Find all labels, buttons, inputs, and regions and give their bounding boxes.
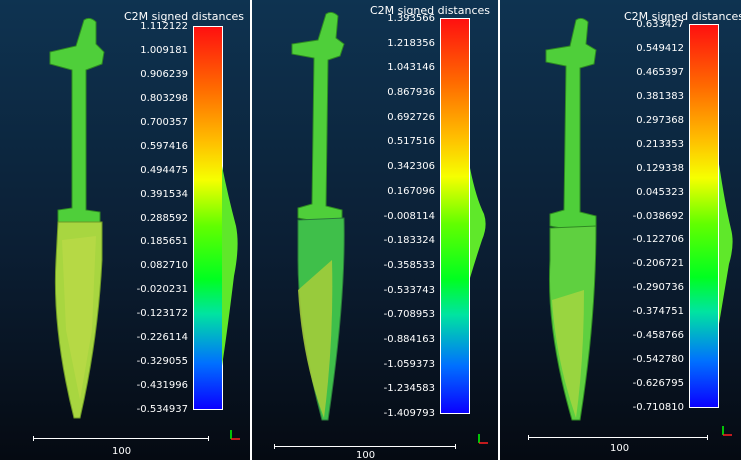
tick-label: 0.213353	[636, 138, 684, 150]
tick-label: 1.393566	[387, 13, 435, 24]
tick-label: -0.008114	[383, 210, 435, 222]
tick-label: -0.290736	[632, 282, 684, 294]
tick-label: -0.458766	[632, 330, 684, 342]
tick-label: 0.465397	[636, 66, 684, 78]
tick-label: 0.297368	[636, 114, 684, 126]
tick-label: -0.122706	[632, 234, 684, 246]
tick-label: -0.206721	[632, 258, 684, 270]
tick-label: -0.534937	[136, 404, 188, 415]
view-panel-3[interactable]: C2M signed distances 0.633427 0.549412 0.4…	[500, 0, 741, 460]
tick-label: -0.626795	[632, 378, 684, 390]
tick-label: -0.038692	[632, 210, 684, 222]
dagger-model-1	[49, 17, 105, 419]
tick-label: -1.234583	[383, 383, 435, 395]
tick-label: 1.112122	[140, 21, 188, 32]
tick-label: -0.358533	[383, 259, 435, 271]
tick-label: 0.185651	[140, 236, 188, 248]
axis-icon	[722, 426, 732, 436]
colorbar	[689, 24, 719, 408]
histogram	[719, 164, 733, 324]
tick-label: -0.020231	[136, 284, 188, 296]
histogram	[470, 168, 486, 278]
tick-label: 0.167096	[387, 185, 435, 197]
scale-bar	[274, 446, 456, 447]
tick-label: 0.045323	[636, 186, 684, 198]
colorbar	[193, 26, 223, 410]
tick-label: -0.533743	[383, 284, 435, 296]
colorbar	[440, 18, 470, 414]
tick-label: -1.059373	[383, 358, 435, 370]
histogram	[222, 166, 238, 366]
scale-label: 100	[112, 446, 132, 457]
scale-label: 100	[610, 443, 630, 454]
tick-label: 1.218356	[387, 37, 435, 49]
tick-label: 0.342306	[387, 161, 435, 173]
tick-label: 1.043146	[387, 62, 435, 74]
tick-label: -0.708953	[383, 309, 435, 321]
tick-label: 0.082710	[140, 260, 188, 272]
tick-label: 0.549412	[636, 42, 684, 54]
tick-label: 0.803298	[140, 92, 188, 104]
colorbar-title: C2M signed distances	[624, 10, 741, 23]
colorbar-title: C2M signed distances	[370, 4, 490, 17]
tick-label: 0.288592	[140, 212, 188, 224]
tick-label: 0.692726	[387, 111, 435, 123]
tick-label: -0.710810	[632, 402, 684, 413]
view-panel-1[interactable]: C2M signed distances 1.112122 1.009181 0.9…	[0, 0, 250, 460]
colorbar-title: C2M signed distances	[124, 10, 244, 23]
tick-label: 0.867936	[387, 87, 435, 99]
scale-label: 100	[356, 450, 376, 460]
tick-label: -1.409793	[383, 408, 435, 419]
dagger-model-3	[545, 17, 597, 421]
tick-label: -0.884163	[383, 333, 435, 345]
tick-label: 1.009181	[140, 44, 188, 56]
scale-bar	[33, 438, 209, 439]
dagger-model-2	[291, 11, 345, 421]
scale-bar	[528, 437, 708, 438]
tick-label: 0.906239	[140, 68, 188, 80]
tick-label: 0.597416	[140, 140, 188, 152]
tick-label: -0.374751	[632, 306, 684, 318]
tick-label: 0.517516	[387, 136, 435, 148]
tick-label: -0.431996	[136, 380, 188, 392]
tick-label: 0.494475	[140, 164, 188, 176]
tick-label: 0.391534	[140, 188, 188, 200]
tick-label: 0.700357	[140, 116, 188, 128]
tick-label: 0.381383	[636, 90, 684, 102]
axis-icon	[230, 430, 240, 440]
tick-label: 0.129338	[636, 162, 684, 174]
tick-label: -0.183324	[383, 235, 435, 247]
tick-label: 0.633427	[636, 19, 684, 30]
tick-label: -0.542780	[632, 354, 684, 366]
tick-label: -0.329055	[136, 356, 188, 368]
axis-icon	[478, 434, 488, 444]
view-panel-2[interactable]: C2M signed distances 1.393566 1.218356 1.0…	[252, 0, 498, 460]
tick-label: -0.123172	[136, 308, 188, 320]
tick-label: -0.226114	[136, 332, 188, 344]
